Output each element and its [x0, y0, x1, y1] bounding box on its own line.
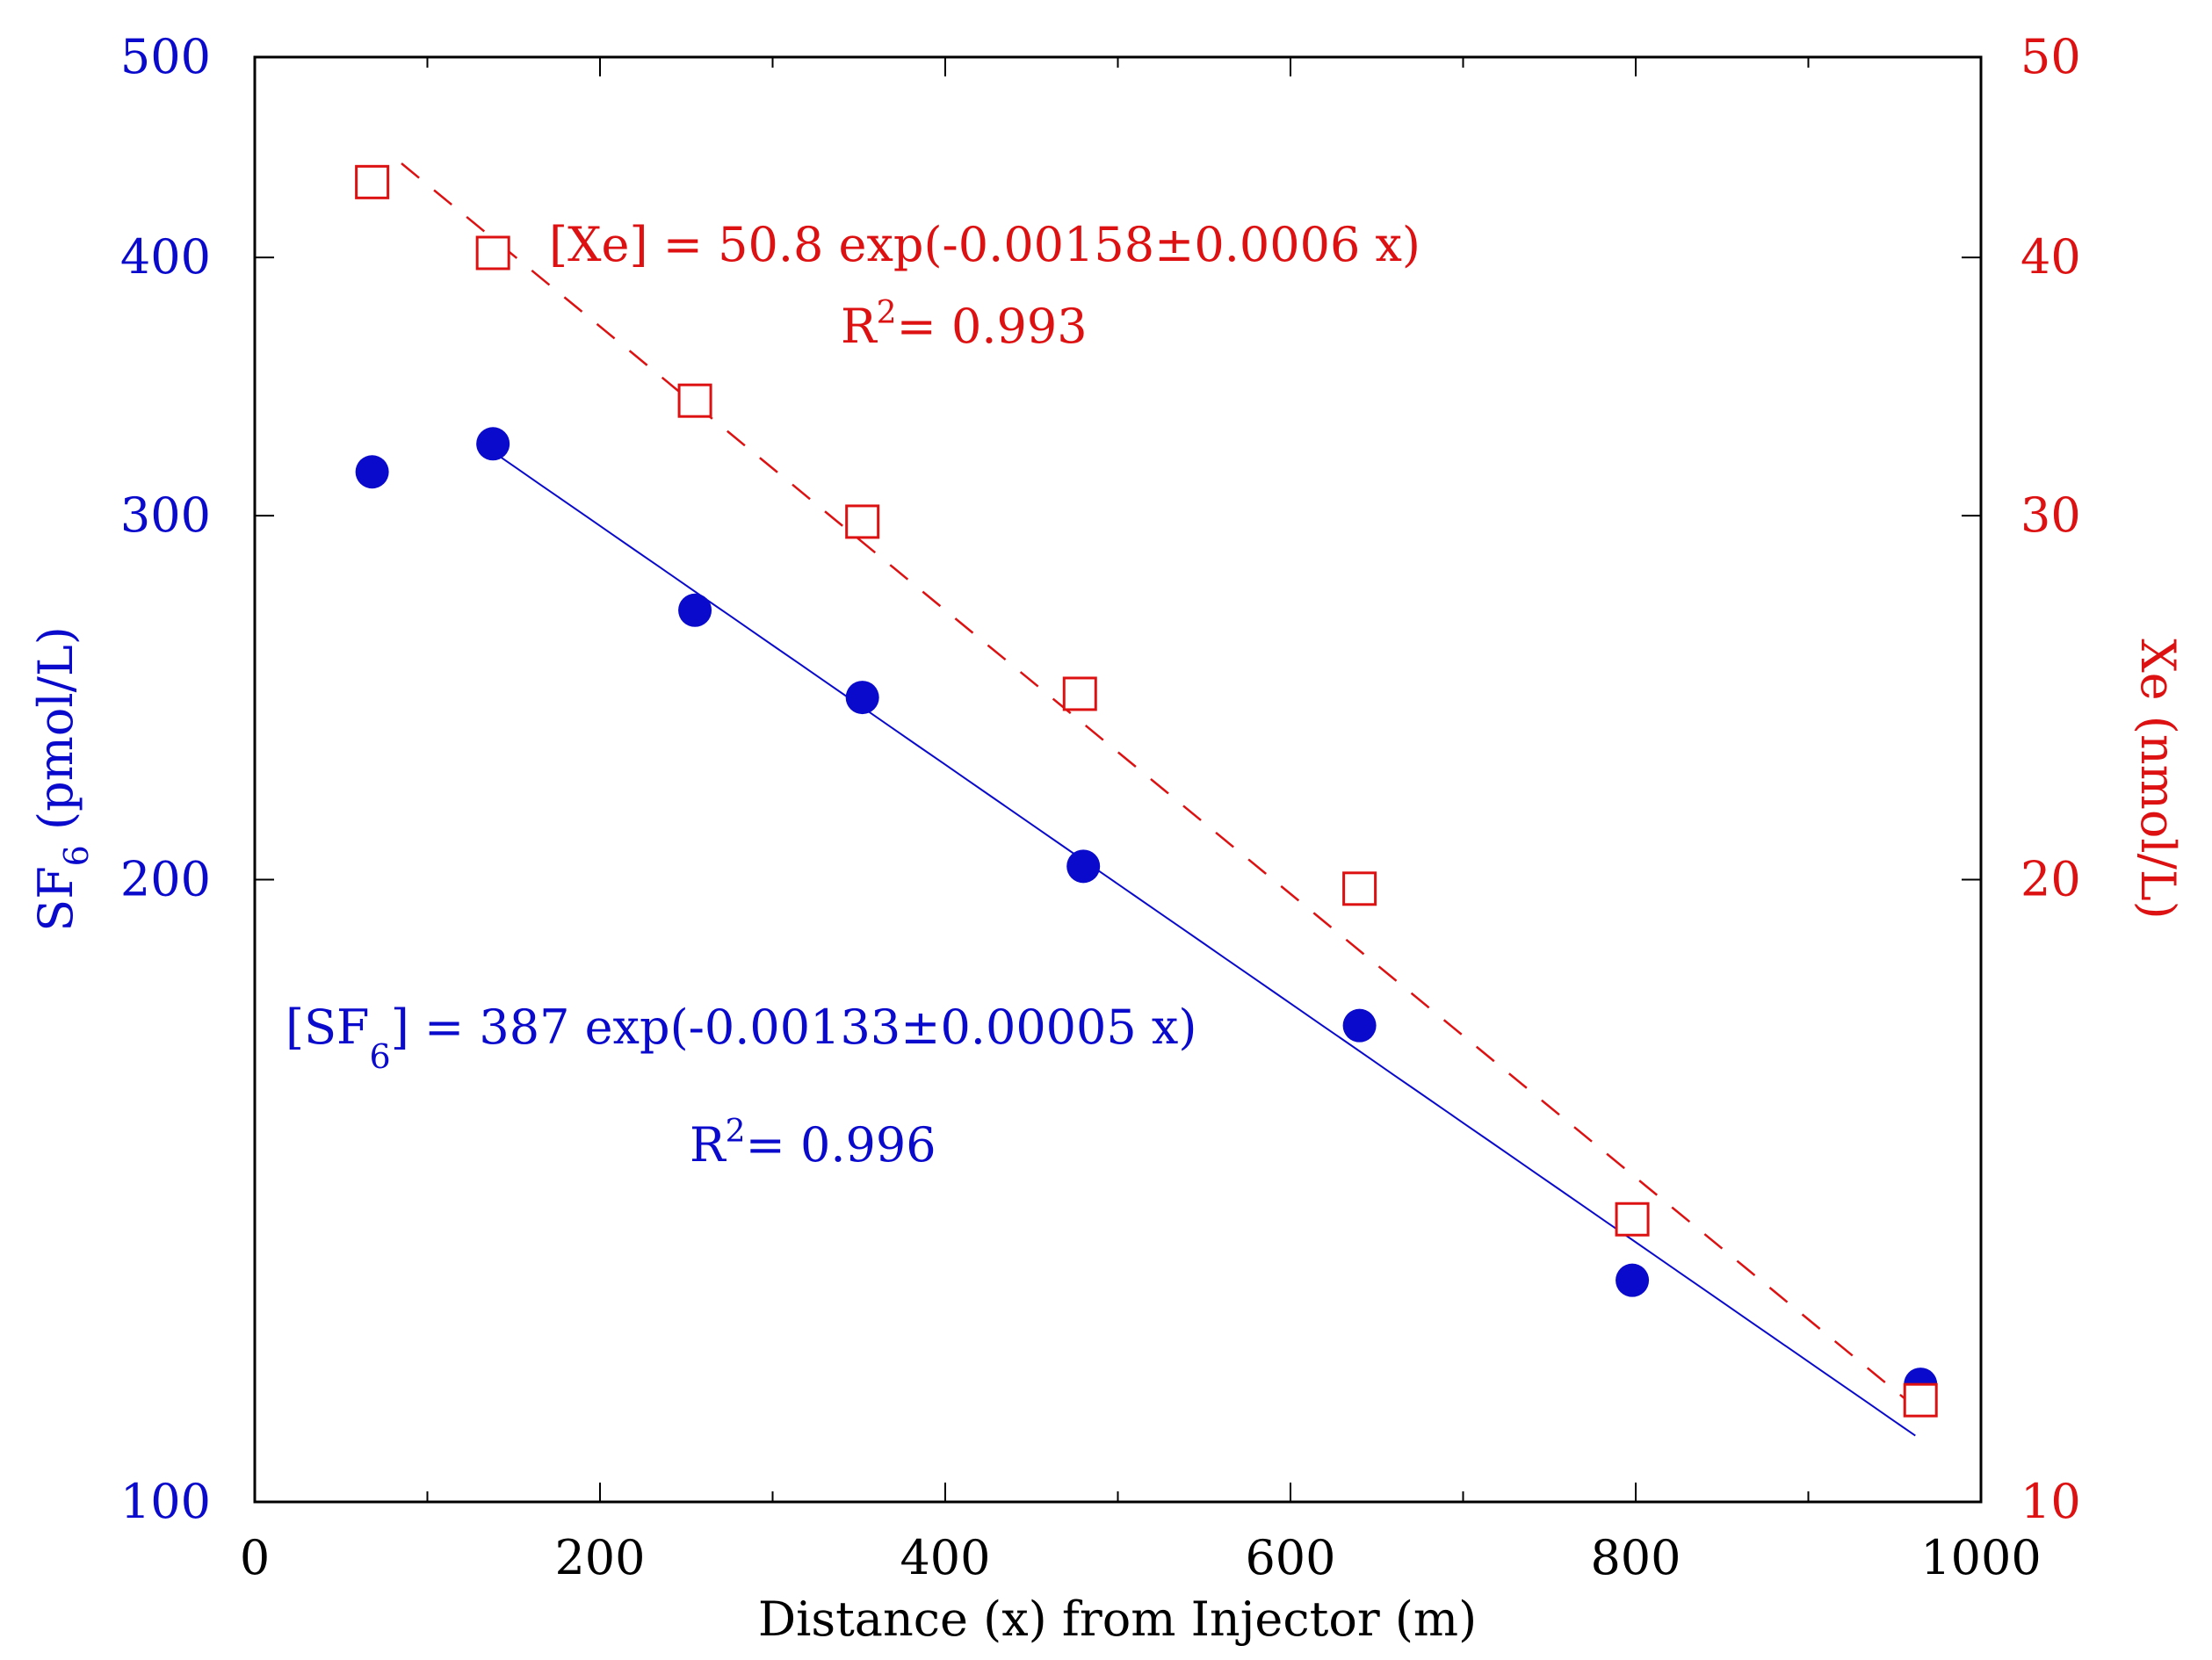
x-tick-label: 800	[1590, 1530, 1681, 1585]
xe-r2-sup: 2	[877, 295, 897, 331]
sf6-r2-sup: 2	[726, 1114, 746, 1150]
right-tick-label: 10	[2020, 1474, 2081, 1529]
xe-fit-equation: [Xe] = 50.8 exp(-0.00158±0.0006 x)	[549, 217, 1420, 272]
left-axis-title-rest: (pmol/L)	[28, 626, 83, 845]
xe-fit-r2: R2= 0.993	[841, 295, 1088, 354]
left-tick-label: 300	[120, 487, 211, 543]
sf6-point	[845, 681, 879, 715]
left-tick-label: 500	[120, 29, 211, 84]
sf6-point	[355, 455, 389, 489]
tick-labels: 0 200 400 600 800 1000 100 200 300 400 500 10 20 30 40…	[120, 29, 2081, 1585]
xe-point	[1903, 1382, 1938, 1418]
left-tick-label: 400	[120, 229, 211, 285]
sf6-eq-rest: ] = 387 exp(-0.00133±0.00005 x)	[391, 1000, 1197, 1055]
fit-lines	[401, 162, 1926, 1437]
xe-r2-value: = 0.993	[897, 299, 1088, 354]
sf6-point	[476, 427, 510, 461]
right-tick-label: 30	[2020, 487, 2081, 543]
sf6-eq-sub: 6	[370, 1037, 391, 1076]
x-tick-label: 200	[554, 1530, 645, 1585]
sf6-point	[1066, 849, 1101, 884]
sf6-r2-prefix: R	[690, 1117, 726, 1173]
left-axis-title-sub: 6	[57, 845, 96, 866]
sf6-r2-value: = 0.996	[746, 1117, 936, 1173]
xe-point	[677, 383, 712, 418]
sf6-fit-r2: R2= 0.996	[690, 1114, 936, 1173]
sf6-point	[1616, 1263, 1650, 1297]
sf6-point	[1342, 1008, 1377, 1043]
tick-marks	[254, 56, 1982, 1503]
left-axis-title-main: SF	[28, 866, 83, 931]
xe-point	[475, 235, 510, 271]
left-tick-label: 100	[120, 1474, 211, 1529]
right-tick-label: 40	[2020, 229, 2081, 285]
left-axis-title: SF6 (pmol/L)	[28, 626, 96, 932]
xe-point	[355, 164, 390, 199]
xe-fit-line	[401, 162, 1926, 1417]
plot-frame	[253, 55, 1983, 1504]
right-tick-label: 50	[2020, 29, 2081, 84]
xe-point	[1615, 1202, 1650, 1237]
xe-point	[845, 504, 880, 539]
left-tick-label: 200	[120, 852, 211, 907]
x-tick-label: 400	[900, 1530, 990, 1585]
x-tick-label: 1000	[1920, 1530, 2041, 1585]
sf6-fit-line	[492, 451, 1916, 1437]
xe-point	[1342, 871, 1377, 906]
x-tick-label: 600	[1245, 1530, 1335, 1585]
sf6-fit-equation: [SF6] = 387 exp(-0.00133±0.00005 x)	[286, 1000, 1196, 1076]
right-tick-label: 20	[2020, 852, 2081, 907]
data-points	[355, 164, 1938, 1418]
sf6-eq-open: [SF	[286, 1000, 370, 1055]
right-axis-title: Xe (nmol/L)	[2130, 639, 2186, 920]
x-tick-label: 0	[240, 1530, 270, 1585]
sf6-point	[678, 593, 712, 627]
xe-r2-prefix: R	[841, 299, 878, 354]
x-axis-title: Distance (x) from Injector (m)	[758, 1591, 1477, 1647]
xe-point	[1062, 676, 1097, 711]
